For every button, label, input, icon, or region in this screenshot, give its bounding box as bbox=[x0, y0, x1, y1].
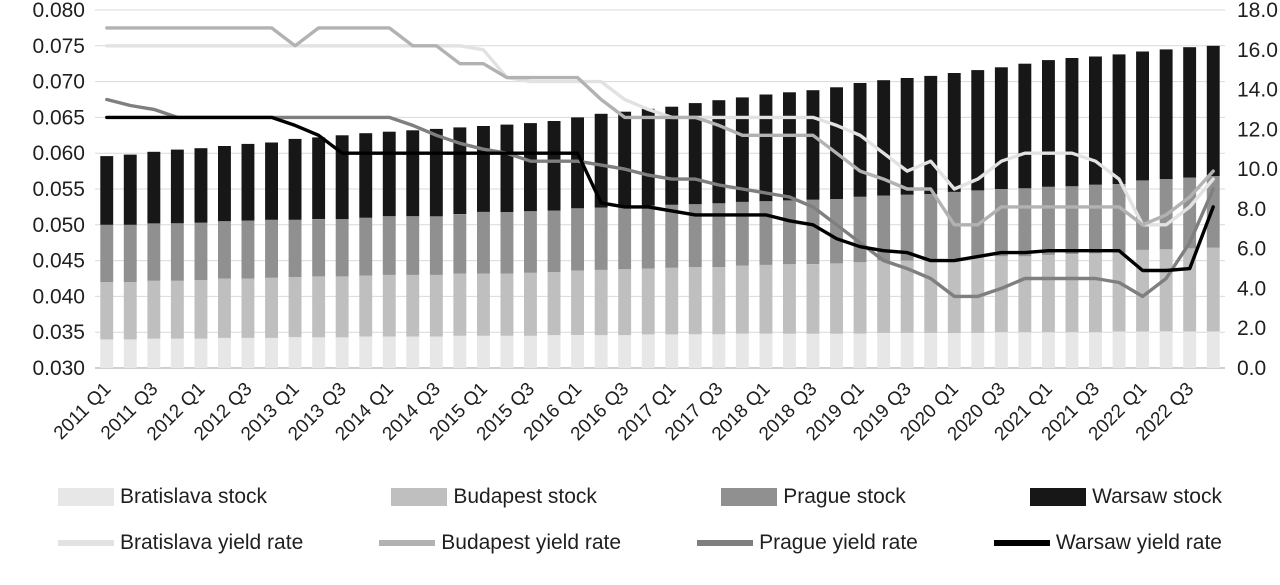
legend-label: Warsaw yield rate bbox=[1055, 531, 1222, 554]
legend-row-yield-rates: Bratislava yield rate Budapest yield rat… bbox=[58, 520, 1222, 566]
budapest-stock-swatch-icon bbox=[391, 488, 448, 506]
svg-text:0.055: 0.055 bbox=[32, 178, 85, 201]
warsaw-yield-swatch-icon bbox=[993, 540, 1050, 546]
legend-item: Prague yield rate bbox=[697, 531, 918, 555]
svg-text:0.060: 0.060 bbox=[32, 142, 85, 165]
legend-label: Prague stock bbox=[783, 485, 906, 508]
svg-text:12.0: 12.0 bbox=[1237, 118, 1278, 141]
svg-text:0.045: 0.045 bbox=[32, 250, 85, 273]
svg-text:0.035: 0.035 bbox=[32, 321, 85, 344]
legend-label: Budapest stock bbox=[453, 485, 597, 508]
chart-legend: Bratislava stock Budapest stock Prague s… bbox=[0, 472, 1280, 566]
svg-text:8.0: 8.0 bbox=[1237, 198, 1266, 221]
combo-chart-svg: 0.080 0.075 0.070 0.065 0.060 0.055 0.050 0.045… bbox=[32, 0, 1278, 445]
legend-item: Warsaw stock bbox=[1030, 485, 1222, 509]
legend-item: Bratislava stock bbox=[58, 485, 267, 509]
warsaw-stock-swatch-icon bbox=[1030, 488, 1087, 506]
prague-stock-swatch-icon bbox=[721, 488, 778, 506]
svg-text:0.030: 0.030 bbox=[32, 357, 85, 380]
legend-item: Budapest stock bbox=[391, 485, 597, 509]
legend-item: Warsaw yield rate bbox=[993, 531, 1222, 555]
legend-label: Warsaw stock bbox=[1092, 485, 1222, 508]
svg-text:18.0: 18.0 bbox=[1237, 0, 1278, 22]
bratislava-yield-swatch-icon bbox=[58, 540, 114, 546]
legend-item: Bratislava yield rate bbox=[58, 531, 303, 555]
svg-text:0.070: 0.070 bbox=[32, 71, 85, 94]
svg-text:14.0: 14.0 bbox=[1237, 79, 1278, 102]
legend-label: Bratislava yield rate bbox=[120, 531, 304, 554]
svg-text:16.0: 16.0 bbox=[1237, 39, 1278, 62]
svg-text:0.075: 0.075 bbox=[32, 35, 85, 58]
svg-text:0.050: 0.050 bbox=[32, 214, 85, 237]
legend-label: Prague yield rate bbox=[759, 531, 918, 554]
legend-item: Budapest yield rate bbox=[379, 531, 621, 555]
svg-text:4.0: 4.0 bbox=[1237, 277, 1266, 300]
legend-label: Budapest yield rate bbox=[441, 531, 622, 554]
svg-text:0.040: 0.040 bbox=[32, 285, 85, 308]
legend-row-stocks: Bratislava stock Budapest stock Prague s… bbox=[58, 474, 1222, 520]
legend-item: Prague stock bbox=[721, 485, 906, 509]
prague-yield-swatch-icon bbox=[697, 540, 754, 546]
svg-text:2.0: 2.0 bbox=[1237, 317, 1266, 340]
bratislava-stock-swatch-icon bbox=[58, 488, 114, 506]
svg-text:0.065: 0.065 bbox=[32, 106, 85, 129]
svg-text:6.0: 6.0 bbox=[1237, 238, 1266, 261]
budapest-yield-swatch-icon bbox=[379, 540, 436, 546]
svg-text:10.0: 10.0 bbox=[1237, 158, 1278, 181]
chart-area: 0.080 0.075 0.070 0.065 0.060 0.055 0.050 0.045… bbox=[0, 0, 1280, 566]
legend-label: Bratislava stock bbox=[120, 485, 268, 508]
svg-text:0.0: 0.0 bbox=[1237, 357, 1266, 380]
svg-text:0.080: 0.080 bbox=[32, 0, 85, 22]
